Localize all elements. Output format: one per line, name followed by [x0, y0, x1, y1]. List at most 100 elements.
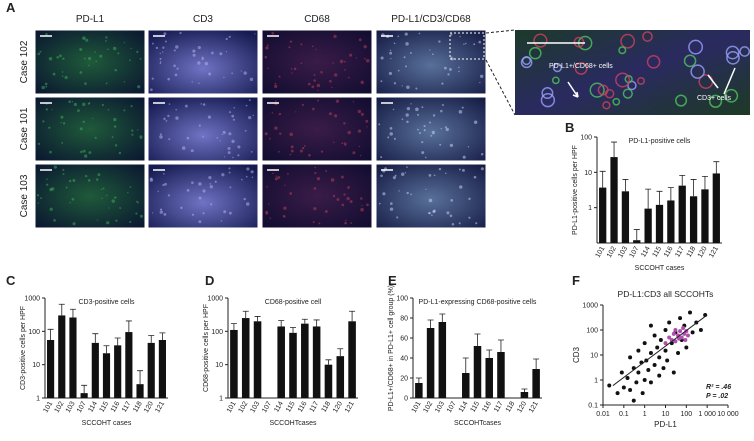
error-bar	[701, 175, 708, 190]
cell-texture	[464, 42, 467, 45]
point	[642, 341, 647, 346]
error-bar	[278, 320, 285, 327]
cell-texture	[88, 64, 90, 67]
cell	[683, 54, 697, 68]
bar	[324, 364, 333, 398]
cell-texture	[228, 171, 231, 174]
cell	[551, 76, 560, 85]
cell-texture	[114, 68, 117, 72]
cell-texture	[45, 85, 48, 88]
cell	[675, 94, 688, 107]
error-bar	[690, 179, 697, 197]
cell-texture	[480, 153, 484, 156]
cell-texture	[428, 198, 433, 203]
cell-texture	[278, 112, 282, 116]
cell-texture	[52, 72, 56, 76]
cell-texture	[101, 197, 103, 200]
bar	[58, 315, 66, 398]
x-tick-label: 10	[662, 411, 670, 418]
cell-texture	[341, 142, 344, 144]
cell-texture	[101, 103, 104, 107]
cell-texture	[355, 57, 358, 59]
cell-texture	[432, 53, 434, 56]
cell-texture	[398, 190, 400, 192]
error-bar	[439, 313, 446, 322]
cell-texture	[231, 114, 235, 118]
cell-texture	[102, 187, 105, 190]
cell-texture	[289, 40, 293, 43]
point	[615, 391, 620, 396]
x-tick-label: 103	[617, 245, 629, 259]
bar	[520, 392, 529, 398]
error-bar	[325, 359, 332, 365]
cell-texture	[335, 99, 340, 103]
y-tick-label: 1000	[24, 296, 40, 303]
cell-texture	[433, 174, 436, 177]
cell-texture	[360, 207, 364, 212]
x-axis-label: SCCOHT cases	[82, 420, 132, 427]
error-bar	[254, 316, 261, 322]
cell-texture	[421, 141, 424, 144]
cell-texture	[458, 168, 461, 171]
cell-texture	[283, 215, 286, 218]
cell-texture	[357, 129, 362, 133]
error-bar	[486, 349, 493, 358]
x-tick-label: 117	[309, 400, 321, 413]
cell-texture	[301, 103, 305, 107]
x-tick-label: 103	[434, 400, 446, 414]
cell-texture	[405, 42, 409, 46]
chart-title: PD-L1-positive cells	[629, 138, 691, 145]
cell-texture	[449, 214, 453, 218]
cell-texture	[62, 122, 66, 125]
x-tick-label: 121	[154, 400, 166, 414]
cell-texture	[79, 47, 83, 52]
point	[652, 362, 657, 367]
error-bar	[230, 323, 237, 330]
cell-texture	[39, 50, 42, 53]
cell	[725, 45, 740, 60]
cell-texture	[366, 58, 370, 63]
cell-texture	[106, 221, 110, 225]
cell-texture	[231, 72, 233, 75]
cell-texture	[331, 86, 333, 89]
cell-texture	[361, 204, 363, 207]
cell-texture	[431, 214, 433, 216]
cell	[637, 76, 645, 85]
cell-texture	[444, 66, 447, 70]
cell-texture	[87, 102, 90, 105]
cell	[726, 51, 740, 65]
cell-texture	[396, 216, 399, 219]
cell-texture	[219, 52, 223, 56]
cell-texture	[343, 60, 346, 63]
cell-texture	[440, 109, 443, 113]
cell-texture	[444, 126, 447, 129]
x-tick-label: 116	[110, 400, 122, 413]
cell-texture	[159, 57, 162, 61]
cell-texture	[344, 69, 346, 71]
error-bar	[301, 318, 308, 324]
bar	[125, 332, 133, 398]
cell-texture	[246, 167, 250, 171]
cell	[618, 46, 627, 55]
cell-texture	[365, 119, 369, 123]
cell-texture	[333, 34, 337, 39]
cell-texture	[401, 172, 405, 176]
cell-texture	[313, 187, 317, 190]
cell-texture	[478, 40, 482, 44]
cell-texture	[135, 212, 138, 215]
bar	[485, 358, 493, 398]
cell-texture	[421, 151, 425, 155]
cell-texture	[316, 176, 321, 181]
point	[657, 373, 662, 378]
x-tick-label: 120	[516, 400, 528, 414]
cell-texture	[37, 52, 41, 56]
error-bar	[47, 328, 54, 340]
panel-letter: F	[572, 273, 580, 288]
annotation: R² = .46	[706, 384, 731, 391]
cell-texture	[301, 146, 305, 150]
cell-texture	[167, 194, 171, 197]
cell-texture	[163, 212, 167, 216]
cell-texture	[108, 207, 110, 209]
error-bar	[667, 187, 674, 201]
cell-texture	[316, 83, 321, 88]
